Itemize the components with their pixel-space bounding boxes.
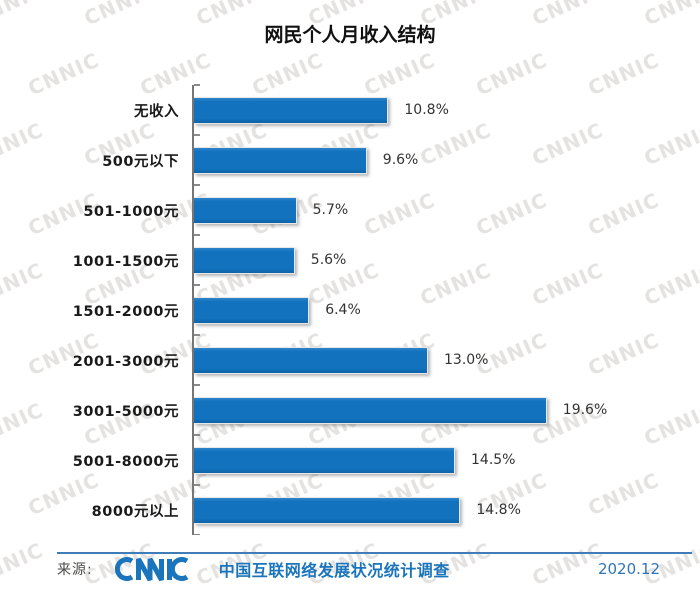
bar-row: 1001-1500元 5.6% xyxy=(0,234,700,285)
value-label: 6.4% xyxy=(325,302,361,318)
value-label: 13.0% xyxy=(444,352,489,368)
bar-cell: 10.8% xyxy=(192,84,700,135)
value-label: 5.7% xyxy=(312,202,349,218)
footer: 来源: 中国互联网络发展状况统计调查 2020.12 xyxy=(0,552,700,586)
category-label: 1001-1500元 xyxy=(72,253,179,270)
value-label: 14.8% xyxy=(476,502,521,518)
bar-cell: 19.6% xyxy=(192,384,700,435)
bar-row: 2001-3000元 13.0% xyxy=(0,334,700,385)
bar-chart: 无收入 10.8% 500元以下 9.6% 501-1000元 5.7% 1001-1500… xyxy=(0,84,700,535)
value-label: 9.6% xyxy=(382,152,419,168)
bar-row: 500元以下 9.6% xyxy=(0,134,700,185)
bar-cell: 13.0% xyxy=(192,334,700,385)
cnnic-logo-icon xyxy=(114,556,219,582)
bar-row: 8000元以上 14.8% xyxy=(0,484,700,535)
bar xyxy=(194,146,367,174)
category-label: 501-1000元 xyxy=(83,203,179,220)
footer-divider xyxy=(57,552,692,554)
bar xyxy=(194,346,428,374)
footer-date: 2020.12 xyxy=(597,560,660,578)
bar-row: 501-1000元 5.7% xyxy=(0,184,700,235)
bar xyxy=(194,296,310,324)
bar xyxy=(194,446,455,474)
bar xyxy=(194,96,389,124)
source-label: 来源: xyxy=(57,562,93,578)
bar xyxy=(194,246,295,274)
survey-text: 中国互联网络发展状况统计调查 xyxy=(218,561,450,580)
value-label: 10.8% xyxy=(404,102,449,118)
category-label: 500元以下 xyxy=(102,153,179,170)
value-label: 19.6% xyxy=(562,402,608,418)
category-label: 3001-5000元 xyxy=(72,403,179,420)
bar-row: 1501-2000元 6.4% xyxy=(0,284,700,335)
bar-cell: 14.5% xyxy=(192,434,700,485)
chart-title: 网民个人月收入结构 xyxy=(264,24,436,46)
bar xyxy=(194,496,461,524)
bar xyxy=(194,396,547,424)
category-label: 8000元以上 xyxy=(91,503,179,520)
bar-row: 5001-8000元 14.5% xyxy=(0,434,700,485)
bar-cell: 9.6% xyxy=(192,134,700,185)
bar-cell: 6.4% xyxy=(192,284,700,335)
value-label: 14.5% xyxy=(471,452,516,468)
category-label: 5001-8000元 xyxy=(72,453,179,470)
category-label: 2001-3000元 xyxy=(72,353,179,370)
bar-row: 无收入 10.8% xyxy=(0,84,700,135)
bar-cell: 5.6% xyxy=(192,234,700,285)
category-label: 1501-2000元 xyxy=(72,303,179,320)
footer-row: 来源: 中国互联网络发展状况统计调查 2020.12 xyxy=(57,556,660,582)
bar-cell: 5.7% xyxy=(192,184,700,235)
value-label: 5.6% xyxy=(310,252,347,268)
bar xyxy=(194,196,297,224)
category-label: 无收入 xyxy=(134,103,179,120)
bar-cell: 14.8% xyxy=(192,484,700,535)
bar-row: 3001-5000元 19.6% xyxy=(0,384,700,435)
chart-rows: 无收入 10.8% 500元以下 9.6% 501-1000元 5.7% 1001-1500… xyxy=(0,84,700,535)
